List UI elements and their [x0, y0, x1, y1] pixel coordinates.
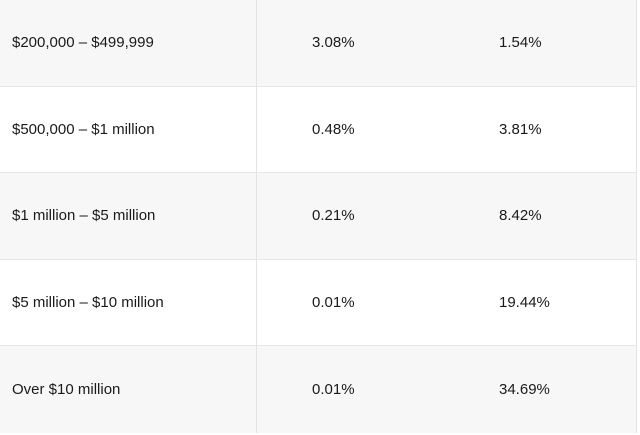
percentage-cell: 8.42%	[499, 207, 542, 225]
table-row: $1 million – $5 million 0.21% 8.42%	[0, 173, 636, 260]
table-row: $500,000 – $1 million 0.48% 3.81%	[0, 86, 636, 173]
percentage-cell: 0.48%	[312, 120, 355, 138]
income-range-cell: $500,000 – $1 million	[0, 86, 257, 172]
percentage-cell: 0.21%	[312, 207, 355, 225]
income-range-cell: $5 million – $10 million	[0, 259, 257, 345]
income-range-cell: $1 million – $5 million	[0, 173, 257, 259]
income-range-cell: Over $10 million	[0, 346, 257, 433]
percentage-cell: 3.81%	[499, 120, 542, 138]
percentage-cell: 1.54%	[499, 34, 542, 52]
table-row: $200,000 – $499,999 3.08% 1.54%	[0, 0, 636, 87]
percentage-cell: 0.01%	[312, 380, 355, 398]
percentage-cell: 3.08%	[312, 34, 355, 52]
income-range-cell: $200,000 – $499,999	[0, 0, 257, 86]
percentage-cell: 19.44%	[499, 293, 550, 311]
table-row: $5 million – $10 million 0.01% 19.44%	[0, 259, 636, 346]
percentage-cell: 34.69%	[499, 380, 550, 398]
percentage-cell: 0.01%	[312, 293, 355, 311]
table-row: Over $10 million 0.01% 34.69%	[0, 346, 636, 433]
